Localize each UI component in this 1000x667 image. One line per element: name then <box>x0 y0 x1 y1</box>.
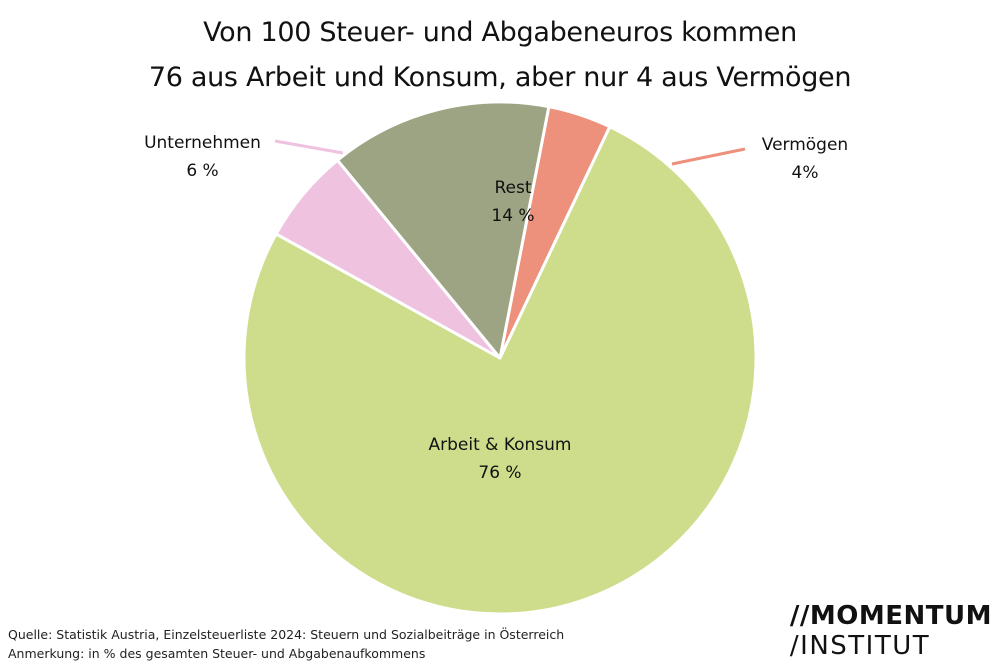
label-rest-name: Rest <box>494 178 532 198</box>
slice-rest <box>336 100 551 360</box>
label-arbeit-konsum-value: 76 % <box>478 463 522 483</box>
logo-line-1: //MOMENTUM <box>789 601 992 631</box>
label-unternehmen-name: Unternehmen <box>144 133 261 153</box>
chart-title-line-1: Von 100 Steuer- und Abgabeneuros kommen <box>203 17 797 48</box>
label-arbeit-konsum: Arbeit & Konsum 76 % <box>395 431 605 487</box>
label-vermoegen: Vermögen 4% <box>745 131 865 187</box>
label-arbeit-konsum-name: Arbeit & Konsum <box>428 435 572 455</box>
label-vermoegen-name: Vermögen <box>761 135 849 155</box>
label-unternehmen-value: 6 % <box>186 161 219 181</box>
chart-title-line-2: 76 aus Arbeit und Konsum, aber nur 4 aus… <box>148 62 852 93</box>
annotation-note: Anmerkung: in % des gesamten Steuer- und… <box>8 646 426 661</box>
leader-line-unternehmen <box>274 139 344 155</box>
label-unternehmen: Unternehmen 6 % <box>120 129 285 185</box>
chart-title: Von 100 Steuer- und Abgabeneuros kommen … <box>0 10 1000 100</box>
source-note: Quelle: Statistik Austria, Einzelsteuerl… <box>8 627 565 642</box>
slice-arbeit-konsum <box>242 125 758 616</box>
label-vermoegen-value: 4% <box>791 163 819 183</box>
leader-line-vermoegen <box>671 147 746 166</box>
logo-line-2: /INSTITUT <box>789 631 931 661</box>
momentum-institut-logo: //MOMENTUM /INSTITUT <box>790 601 992 661</box>
label-rest: Rest 14 % <box>463 174 563 230</box>
label-rest-value: 14 % <box>491 206 535 226</box>
